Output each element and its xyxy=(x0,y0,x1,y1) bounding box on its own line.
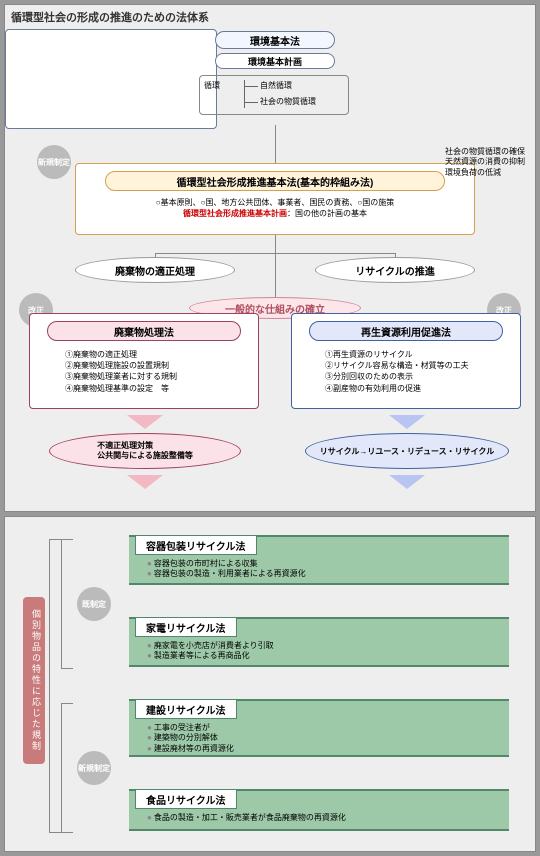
waste-proper-oval: 廃棄物の適正処理 xyxy=(75,257,235,283)
green-law-row: 建設リサイクル法 ●工事の受注者が ●建築物の分別解体 ●建設廃材等の再資源化 xyxy=(129,699,509,757)
page-title: 循環型社会の形成の推進のための法体系 xyxy=(5,5,535,29)
lower-panel: 個別物品の特性に応じた規制 既制定 新規制定 容器包装リサイクル法 ●容器包装の… xyxy=(4,516,536,852)
waste-law-title: 廃棄物処理法 xyxy=(47,321,241,341)
framework-note-rest: ：国の他の計画の基本 xyxy=(287,209,367,218)
env-basic-law-title: 環境基本法 xyxy=(215,31,335,49)
green-law-title: 家電リサイクル法 xyxy=(135,617,237,637)
bracket xyxy=(61,703,73,833)
arrow-icon xyxy=(127,415,163,429)
recycle-promo-oval: リサイクルの推進 xyxy=(315,257,475,283)
env-basic-law-box xyxy=(5,29,217,129)
waste-law-items: ①廃棄物の適正処理 ②廃棄物処理施設の設置規制 ③廃棄物処理業者に対する規制 ④… xyxy=(65,349,255,394)
upper-panel: 循環型社会の形成の推進のための法体系 環境基本法 環境基本計画 循環 自然循環 … xyxy=(4,4,536,512)
arrow-icon xyxy=(389,415,425,429)
framework-note1: ○基本原則、○国、地方公共団体、事業者、国民の責務、○国の施策 xyxy=(105,197,445,208)
social-cycle: 社会の物質循環 xyxy=(260,96,316,107)
bracket xyxy=(61,539,73,669)
green-law-row: 容器包装リサイクル法 ●容器包装の市町村による収集 ●容器包装の製造・利用業者に… xyxy=(129,535,509,585)
green-law-items: ●食品の製造・加工・販売業者が食品廃棄物の再資源化 xyxy=(147,813,346,823)
framework-law-title: 循環型社会形成推進基本法(基本的枠組み法) xyxy=(105,171,445,191)
cycle-label: 循環 xyxy=(204,80,220,91)
green-law-title: 建設リサイクル法 xyxy=(135,699,237,719)
label-new-establish: 新規制定 xyxy=(37,145,71,179)
connector xyxy=(275,125,276,163)
resource-bottom-oval: リサイクル→リユース・リデュース・リサイクル xyxy=(305,433,509,469)
env-basic-plan: 環境基本計画 xyxy=(215,53,335,69)
green-law-items: ●容器包装の市町村による収集 ●容器包装の製造・利用業者による再資源化 xyxy=(147,559,306,580)
arrow-icon xyxy=(127,475,163,489)
green-law-title: 容器包装リサイクル法 xyxy=(135,535,257,555)
vert-category-label: 個別物品の特性に応じた規制 xyxy=(23,597,45,764)
label-existing: 既制定 xyxy=(77,587,111,621)
framework-note: ○基本原則、○国、地方公共団体、事業者、国民の責務、○国の施策 循環型社会形成推… xyxy=(105,197,445,219)
connector xyxy=(155,253,395,254)
waste-bottom-oval: 不適正処理対策 公共関与による施設整備等 xyxy=(49,433,241,469)
resource-law-title: 再生資源利用促進法 xyxy=(309,321,503,341)
green-law-row: 食品リサイクル法 ●食品の製造・加工・販売業者が食品廃棄物の再資源化 xyxy=(129,789,509,831)
label-new-establish2: 新規制定 xyxy=(77,751,111,785)
resource-law-items: ①再生資源のリサイクル ②リサイクル容易な構造・材質等の工夫 ③分別回収のための… xyxy=(325,349,515,394)
green-law-title: 食品リサイクル法 xyxy=(135,789,237,809)
green-law-row: 家電リサイクル法 ●廃家電を小売店が消費者より引取 ●製造業者等による再商品化 xyxy=(129,617,509,667)
framework-note-red: 循環型社会形成推進基本計画 xyxy=(183,209,287,218)
cycle-inner-box: 循環 自然循環 社会の物質循環 xyxy=(199,75,349,115)
arrow-icon xyxy=(389,475,425,489)
connector xyxy=(275,235,276,297)
green-law-items: ●廃家電を小売店が消費者より引取 ●製造業者等による再商品化 xyxy=(147,641,274,662)
framework-side-note: 社会の物質循環の確保 天然資源の消費の抑制 環境負荷の低減 xyxy=(445,147,525,178)
natural-cycle: 自然循環 xyxy=(260,80,292,91)
bracket-outer xyxy=(49,539,61,833)
green-law-items: ●工事の受注者が ●建築物の分別解体 ●建設廃材等の再資源化 xyxy=(147,723,234,754)
